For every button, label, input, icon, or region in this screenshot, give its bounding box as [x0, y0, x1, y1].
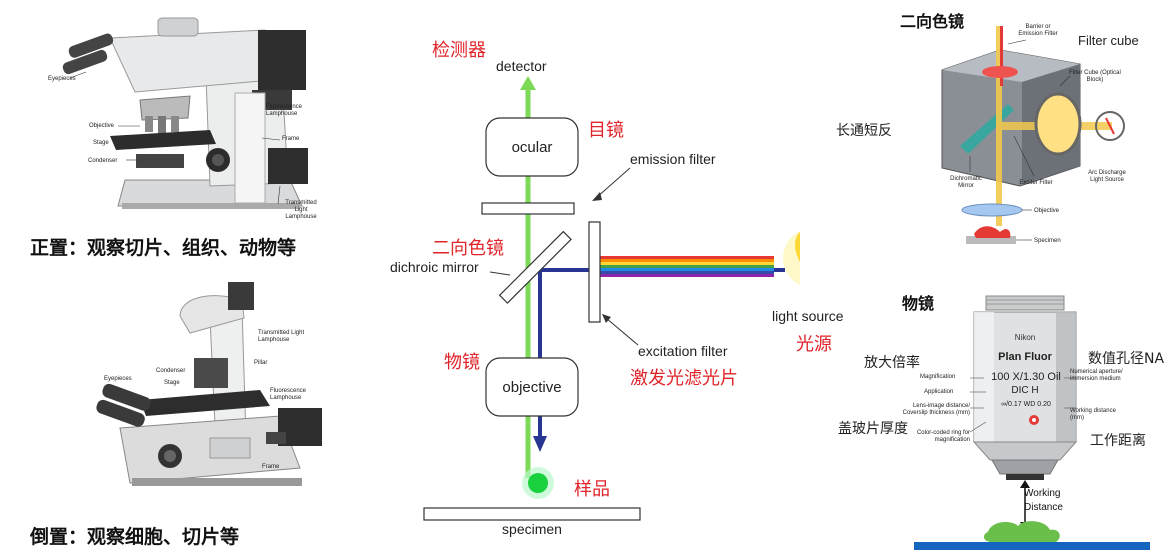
detector-cn-label: 检测器: [432, 40, 486, 61]
detector-label: detector: [496, 58, 547, 74]
lens-brand: Nikon: [1014, 333, 1036, 342]
cube-label-objective: Objective: [1034, 208, 1060, 214]
label-transmitted-light: Transmitted Light Lamphouse: [285, 200, 317, 220]
label-condenser: Condenser: [88, 158, 118, 164]
lens-wd-en: Working distance (mm): [1070, 408, 1116, 421]
label-objective: Objective: [89, 123, 115, 129]
inv-label-transmitted: Transmitted Light Lamphouse: [258, 330, 305, 343]
emission-filter-plate: [481, 202, 575, 215]
lens-thickness-marking: ∞/0.17 WD 0.20: [1001, 401, 1051, 408]
cube-label-arc: Arc Discharge Light Source: [1088, 170, 1126, 183]
ocular-box: [485, 117, 579, 177]
lens-model: Plan Fluor: [998, 351, 1052, 363]
dichroic-cn-label: 二向色镜: [432, 238, 504, 259]
label-eyepieces: Eyepieces: [48, 76, 76, 82]
emission-filter-label: emission filter: [630, 151, 716, 167]
excitation-filter-label: excitation filter: [638, 343, 728, 359]
coverslip-cn: 盖玻片厚度: [838, 421, 908, 437]
dichroic-label: dichroic mirror: [390, 259, 479, 275]
objective-label: objective: [502, 379, 562, 396]
filter-cube-label: Filter cube: [1078, 33, 1139, 48]
inv-label-fluorescence: Fluorescence Lamphouse: [270, 388, 307, 401]
lens-application-en: Application: [924, 389, 954, 395]
working-distance-label: Working Distance: [1024, 488, 1063, 513]
excitation-filter-plate: [588, 221, 601, 323]
sample-cn-label: 样品: [574, 479, 610, 500]
lens-color-ring-en: Color-coded ring for magnification: [916, 430, 970, 443]
cube-title: 二向色镜: [900, 12, 965, 31]
na-cn: 数值孔径NA: [1088, 351, 1165, 367]
longpass-label: 长通短反: [836, 123, 892, 139]
label-stage: Stage: [93, 140, 109, 146]
objective-cn-label: 物镜: [444, 352, 480, 373]
wd-cn: 工作距离: [1090, 433, 1146, 449]
lens-image-distance-en: Lens-image distance/ Coverslip thickness…: [902, 403, 970, 416]
lens-magnification-en: Magnification: [920, 374, 956, 380]
light-bulb-icon: [783, 230, 800, 286]
cube-label-exciter: Exciter Filter: [1019, 180, 1053, 186]
inverted-caption: 倒置：观察细胞、切片等: [30, 526, 240, 548]
excitation-beam-arrowhead: [533, 436, 547, 452]
lens-title: 物镜: [902, 294, 935, 313]
dichroic-mirror-plate: [498, 230, 572, 304]
inv-label-frame: Frame: [262, 464, 280, 470]
light-source-spectrum: [600, 256, 774, 277]
emission-filter-pointer: [595, 167, 631, 199]
inv-label-stage: Stage: [164, 380, 180, 386]
cube-label-barrier: Barrier or Emission Filter: [1018, 24, 1058, 37]
emission-beam-arrowhead: [520, 76, 536, 90]
lens-magnification-marking: 100 X/1.30 Oil: [991, 371, 1061, 383]
sample-dot: [528, 473, 548, 493]
ocular-label: ocular: [511, 139, 553, 156]
inv-label-condenser: Condenser: [156, 368, 186, 374]
cube-label-specimen: Specimen: [1034, 238, 1061, 244]
dichroic-pointer: [489, 271, 511, 276]
objective-box: [485, 357, 579, 417]
lens-na-en: Numerical aperture/ immersion medium: [1070, 369, 1123, 382]
specimen-label: specimen: [502, 521, 562, 537]
cube-label-optical-block: Filter Cube (Optical Block): [1069, 70, 1121, 83]
label-frame: Frame: [282, 136, 300, 142]
upright-caption: 正置：观察切片、组织、动物等: [30, 237, 297, 259]
lens-dic-marking: DIC H: [1011, 385, 1039, 396]
upright-microscope-illustration: [62, 17, 308, 209]
objective-lens-illustration: [914, 295, 1150, 550]
label-fluorescence-lamphouse: Fluorescence Lamphouse: [266, 104, 303, 117]
specimen-slide: [423, 507, 641, 521]
inverted-microscope-illustration: [96, 282, 322, 486]
excitation-filter-pointer: [605, 317, 639, 346]
light-path-diagram: [423, 76, 800, 521]
filter-cube-illustration: [941, 26, 1125, 244]
cube-label-dichromatic: Dichromatic Mirror: [950, 176, 982, 189]
light-source-cn-label: 光源: [796, 334, 832, 355]
light-source-label: light source: [772, 308, 844, 324]
magnification-cn: 放大倍率: [864, 355, 920, 371]
ocular-cn-label: 目镜: [588, 120, 624, 141]
inv-label-eyepieces: Eyepieces: [104, 376, 132, 382]
inv-label-pillar: Pillar: [254, 360, 268, 366]
excitation-filter-cn-label: 激发光滤光片: [630, 368, 738, 389]
